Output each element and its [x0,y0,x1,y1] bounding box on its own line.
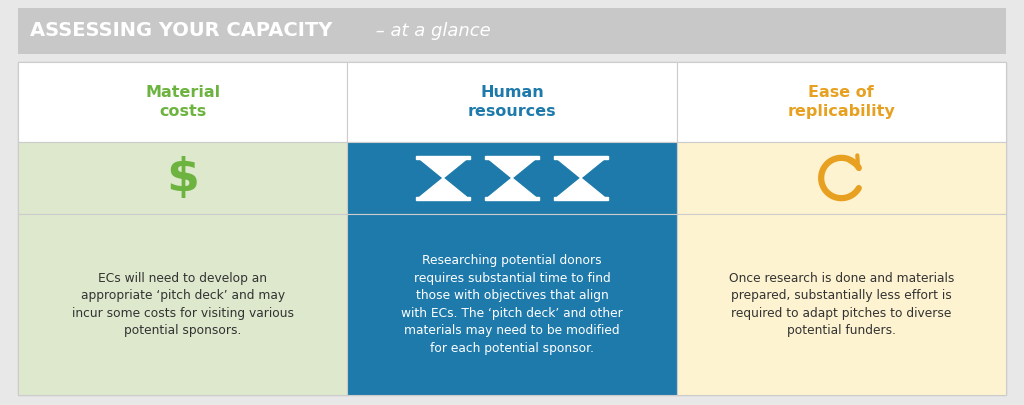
Bar [18,62,347,142]
Bar [677,142,1006,214]
Polygon shape [488,159,536,178]
Text: Researching potential donors
requires substantial time to find
those with object: Researching potential donors requires su… [401,254,623,355]
Bar [18,214,347,395]
Polygon shape [557,178,604,197]
Bar [677,62,1006,142]
Text: – at a glance: – at a glance [370,22,490,40]
Bar [485,156,539,159]
Text: $: $ [166,156,199,200]
Bar [485,197,539,200]
Bar [18,62,1006,395]
Bar [416,156,470,159]
Polygon shape [488,178,536,197]
Polygon shape [557,159,604,178]
Text: Ease of
replicability: Ease of replicability [787,85,895,119]
Polygon shape [420,159,467,178]
Text: Once research is done and materials
prepared, substantially less effort is
requi: Once research is done and materials prep… [729,272,954,337]
Text: Material
costs: Material costs [145,85,220,119]
Bar [347,142,677,214]
Bar [554,156,608,159]
Bar [677,214,1006,395]
Bar [347,214,677,395]
Polygon shape [420,178,467,197]
Bar [18,8,1006,54]
Bar [347,62,677,142]
Text: ECs will need to develop an
appropriate ‘pitch deck’ and may
incur some costs fo: ECs will need to develop an appropriate … [72,272,294,337]
Text: ASSESSING YOUR CAPACITY: ASSESSING YOUR CAPACITY [30,21,333,40]
Bar [416,197,470,200]
Text: Human
resources: Human resources [468,85,556,119]
Bar [554,197,608,200]
Bar [18,142,347,214]
